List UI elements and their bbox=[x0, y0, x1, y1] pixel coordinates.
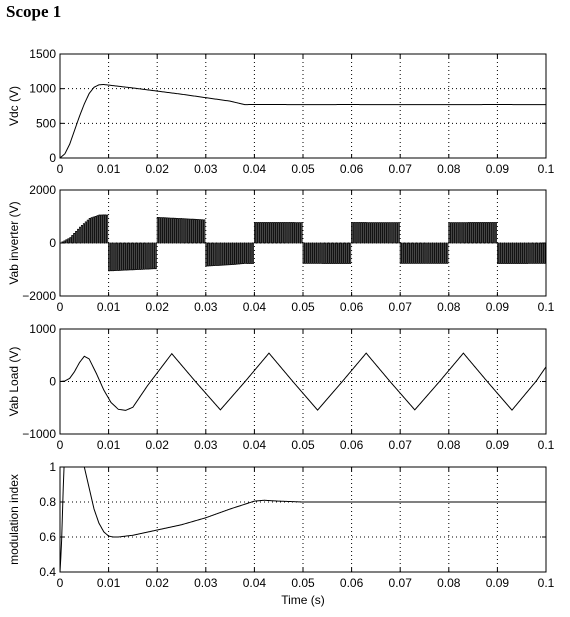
modulation-index-series-line bbox=[59, 466, 546, 573]
vdc-x-tick-label: 0.09 bbox=[486, 162, 510, 176]
vab-inverter-x-tick-label: 0.04 bbox=[243, 300, 267, 314]
modulation-index-x-tick-label: 0.07 bbox=[389, 576, 413, 590]
vab-inverter-pwm-waveform bbox=[60, 214, 547, 272]
vab-inverter-x-tick-label: 0.01 bbox=[97, 300, 121, 314]
vdc-y-tick-label: 500 bbox=[36, 116, 56, 130]
vdc-x-tick-label: 0.02 bbox=[146, 162, 170, 176]
vab-load-y-tick-label: −1000 bbox=[22, 427, 56, 441]
vdc-x-tick-label: 0.05 bbox=[291, 162, 315, 176]
modulation-index-x-tick-label: 0.1 bbox=[538, 576, 555, 590]
modulation-index-x-axis-label: Time (s) bbox=[281, 593, 325, 607]
scope-title: Scope 1 bbox=[6, 2, 62, 21]
modulation-index-x-tick-label: 0.09 bbox=[486, 576, 510, 590]
vab-inverter-x-tick-label: 0 bbox=[57, 300, 64, 314]
vab-inverter-x-tick-label: 0.07 bbox=[389, 300, 413, 314]
vdc-series-line bbox=[59, 84, 546, 159]
vdc-y-tick-label: 1500 bbox=[29, 47, 56, 61]
vab-load-x-tick-label: 0.02 bbox=[146, 438, 170, 452]
vab-inverter-x-tick-label: 0.02 bbox=[146, 300, 170, 314]
modulation-index-x-tick-label: 0.05 bbox=[291, 576, 315, 590]
vdc-x-tick-label: 0.08 bbox=[437, 162, 461, 176]
vab-load-x-tick-label: 0.09 bbox=[486, 438, 510, 452]
vab-load-panel: 0 0.01 0.02 0.03 0.04 0.05 0.06 0.07 0.08 0.09 0.1… bbox=[7, 322, 555, 452]
modulation-index-x-tick-label: 0.08 bbox=[437, 576, 461, 590]
modulation-index-panel: 0 0.01 0.02 0.03 0.04 0.05 0.06 0.07 0.08 0.09 0.1… bbox=[7, 460, 555, 607]
vdc-y-tick-label: 1000 bbox=[29, 82, 56, 96]
vab-inverter-y-tick-label: 0 bbox=[49, 236, 56, 250]
vab-load-x-tick-label: 0.01 bbox=[97, 438, 121, 452]
vab-inverter-y-axis-label: Vab inverter (V) bbox=[7, 201, 21, 284]
vab-load-y-tick-label: 1000 bbox=[29, 322, 56, 336]
modulation-index-y-axis-label: modulation index bbox=[7, 474, 21, 565]
vdc-x-tick-label: 0 bbox=[57, 162, 64, 176]
modulation-index-y-tick-label: 0.4 bbox=[39, 565, 56, 579]
modulation-index-y-tick-label: 0.6 bbox=[39, 530, 56, 544]
modulation-index-x-tick-label: 0.04 bbox=[243, 576, 267, 590]
vdc-x-tick-label: 0.04 bbox=[243, 162, 267, 176]
vab-inverter-x-tick-label: 0.06 bbox=[340, 300, 364, 314]
modulation-index-x-tick-label: 0.06 bbox=[340, 576, 364, 590]
vdc-x-tick-label: 0.03 bbox=[194, 162, 218, 176]
modulation-index-x-tick-label: 0 bbox=[57, 576, 64, 590]
vab-inverter-x-tick-label: 0.1 bbox=[538, 300, 555, 314]
vab-load-x-tick-label: 0 bbox=[57, 438, 64, 452]
vdc-x-tick-label: 0.1 bbox=[538, 162, 555, 176]
modulation-index-x-tick-label: 0.01 bbox=[97, 576, 121, 590]
vab-load-series-line bbox=[59, 352, 547, 411]
modulation-index-y-tick-label: 0.8 bbox=[39, 495, 56, 509]
vdc-x-tick-label: 0.01 bbox=[97, 162, 121, 176]
vdc-y-tick-label: 0 bbox=[49, 151, 56, 165]
vab-inverter-x-tick-label: 0.08 bbox=[437, 300, 461, 314]
vab-load-x-tick-label: 0.06 bbox=[340, 438, 364, 452]
vdc-panel: 0 0.01 0.02 0.03 0.04 0.05 0.06 0.07 0.08 0.09 0.1… bbox=[7, 47, 555, 176]
vab-load-y-axis-label: Vab Load (V) bbox=[7, 347, 21, 417]
vab-load-x-tick-label: 0.08 bbox=[437, 438, 461, 452]
vab-inverter-x-tick-label: 0.03 bbox=[194, 300, 218, 314]
vab-inverter-y-tick-label: −2000 bbox=[22, 289, 56, 303]
vab-inverter-panel: 0 0.01 0.02 0.03 0.04 0.05 0.06 0.07 0.08 0.09 0.1… bbox=[7, 183, 555, 314]
vab-load-x-tick-label: 0.1 bbox=[538, 438, 555, 452]
vab-load-x-tick-label: 0.04 bbox=[243, 438, 267, 452]
vab-load-x-tick-label: 0.03 bbox=[194, 438, 218, 452]
vdc-x-tick-label: 0.06 bbox=[340, 162, 364, 176]
vdc-x-tick-label: 0.07 bbox=[389, 162, 413, 176]
vab-inverter-x-tick-label: 0.09 bbox=[486, 300, 510, 314]
vab-inverter-y-tick-label: 2000 bbox=[29, 183, 56, 197]
modulation-index-x-tick-label: 0.02 bbox=[146, 576, 170, 590]
vab-load-y-tick-label: 0 bbox=[49, 375, 56, 389]
vab-inverter-x-tick-label: 0.05 bbox=[291, 300, 315, 314]
modulation-index-x-tick-label: 0.03 bbox=[194, 576, 218, 590]
modulation-index-y-tick-label: 1 bbox=[49, 460, 56, 474]
vab-load-x-tick-label: 0.05 bbox=[291, 438, 315, 452]
vab-load-x-tick-label: 0.07 bbox=[389, 438, 413, 452]
vdc-y-axis-label: Vdc (V) bbox=[7, 86, 21, 126]
